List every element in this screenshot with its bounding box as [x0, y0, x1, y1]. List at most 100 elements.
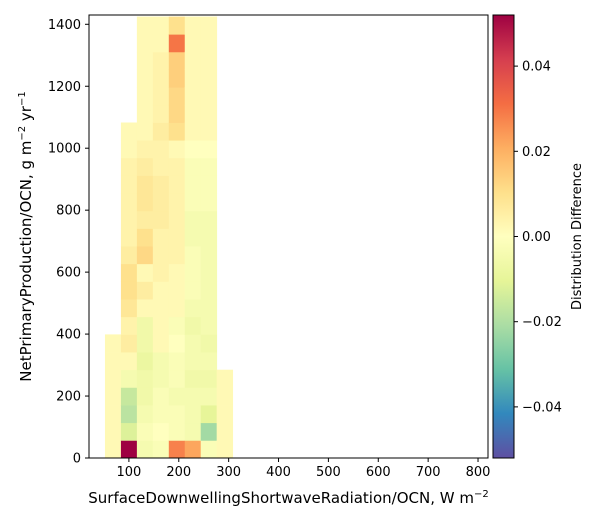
- heatmap-cell: [184, 69, 202, 88]
- heatmap-cell: [200, 387, 218, 406]
- heatmap-cell: [216, 440, 234, 459]
- heatmap-cell: [136, 352, 154, 371]
- heatmap-cell: [136, 387, 154, 406]
- heatmap-cell: [168, 157, 186, 176]
- heatmap-cell: [200, 440, 218, 459]
- heatmap-cell: [184, 369, 202, 388]
- heatmap-cell: [104, 369, 122, 388]
- y-tick-label: 0: [73, 452, 81, 467]
- colorbar-tick-label: 0.02: [522, 145, 551, 160]
- heatmap-cell: [104, 334, 122, 353]
- heatmap-cell: [168, 210, 186, 229]
- colorbar-ticks: −0.04 −0.02 0.00 0.02 0.04: [514, 60, 562, 415]
- heatmap-cell: [120, 422, 138, 441]
- heatmap-cell: [120, 246, 138, 265]
- heatmap-cell: [168, 140, 186, 159]
- heatmap-cell: [152, 369, 170, 388]
- heatmap-cell: [152, 175, 170, 194]
- heatmap-cell: [152, 246, 170, 265]
- heatmap-cell: [200, 104, 218, 123]
- heatmap-cell: [184, 87, 202, 106]
- heatmap-cell: [152, 51, 170, 70]
- x-tick-label: 600: [366, 465, 391, 480]
- heatmap-cell: [168, 228, 186, 247]
- heatmap-cell: [168, 104, 186, 123]
- heatmap-cell: [136, 122, 154, 141]
- heatmap-cell: [168, 51, 186, 70]
- heatmap-cell: [136, 104, 154, 123]
- heatmap-cell: [184, 104, 202, 123]
- heatmap-cell: [152, 352, 170, 371]
- x-tick-label: 100: [116, 465, 141, 480]
- heatmap-cell: [152, 210, 170, 229]
- heatmap-cell: [168, 316, 186, 335]
- heatmap-cell: [152, 34, 170, 53]
- heatmap-cell: [136, 210, 154, 229]
- heatmap-cell: [168, 69, 186, 88]
- heatmap-cell: [152, 228, 170, 247]
- heatmap-cell: [136, 299, 154, 318]
- heatmap-cell: [184, 334, 202, 353]
- heatmap-cell: [136, 51, 154, 70]
- x-tick-label: 500: [316, 465, 341, 480]
- colorbar-label: Distribution Difference: [570, 163, 585, 310]
- heatmap-cell: [104, 422, 122, 441]
- heatmap-cell: [200, 281, 218, 300]
- heatmap-cell: [184, 316, 202, 335]
- heatmap-cell: [136, 316, 154, 335]
- heatmap-cell: [136, 193, 154, 212]
- heatmap-cell: [152, 299, 170, 318]
- heatmap-cell: [120, 175, 138, 194]
- heatmap-cell: [216, 387, 234, 406]
- heatmap-cell: [200, 193, 218, 212]
- heatmap-cell: [152, 316, 170, 335]
- heatmap-cell: [200, 334, 218, 353]
- heatmap-cell: [184, 299, 202, 318]
- heatmap-cell: [168, 16, 186, 35]
- heatmap-cell: [168, 352, 186, 371]
- x-axis-label-main: SurfaceDownwellingShortwaveRadiation/OCN…: [88, 489, 474, 507]
- heatmap-cell: [152, 69, 170, 88]
- heatmap-cell: [120, 193, 138, 212]
- heatmap-cell: [136, 263, 154, 282]
- heatmap-cell: [152, 405, 170, 424]
- heatmap-cell: [184, 51, 202, 70]
- heatmap-cell: [168, 281, 186, 300]
- heatmap-cell: [136, 440, 154, 459]
- heatmap-cell: [168, 369, 186, 388]
- heatmap-cell: [184, 122, 202, 141]
- heatmap-cell: [200, 422, 218, 441]
- heatmap-cell: [216, 422, 234, 441]
- x-tick-label: 400: [266, 465, 291, 480]
- heatmap-cell: [200, 228, 218, 247]
- heatmap-cell: [152, 334, 170, 353]
- y-axis-label-part-1: NetPrimaryProduction/OCN, g m: [17, 141, 35, 382]
- colorbar-tick-label: −0.04: [522, 400, 562, 415]
- heatmap-cell: [136, 34, 154, 53]
- heatmap-cell: [136, 140, 154, 159]
- heatmap-cell: [184, 352, 202, 371]
- heatmap-cell: [120, 352, 138, 371]
- heatmap-cell: [152, 157, 170, 176]
- heatmap-cell: [184, 157, 202, 176]
- heatmap-cell: [120, 281, 138, 300]
- heatmap-cell: [184, 140, 202, 159]
- heatmap-cell: [184, 405, 202, 424]
- x-tick-label: 800: [466, 465, 491, 480]
- heatmap-cell: [152, 104, 170, 123]
- heatmap-cell: [200, 352, 218, 371]
- heatmap-cell: [104, 405, 122, 424]
- heatmap-cell: [200, 87, 218, 106]
- heatmap-cell: [168, 299, 186, 318]
- heatmap-cell: [120, 157, 138, 176]
- heatmap-cell: [120, 299, 138, 318]
- heatmap-cell: [184, 263, 202, 282]
- heatmap-cell: [200, 369, 218, 388]
- heatmap-cell: [152, 87, 170, 106]
- heatmap-cell: [152, 440, 170, 459]
- heatmap-cell: [152, 263, 170, 282]
- heatmap-cell: [168, 387, 186, 406]
- heatmap-cell: [184, 16, 202, 35]
- heatmap-cell: [152, 193, 170, 212]
